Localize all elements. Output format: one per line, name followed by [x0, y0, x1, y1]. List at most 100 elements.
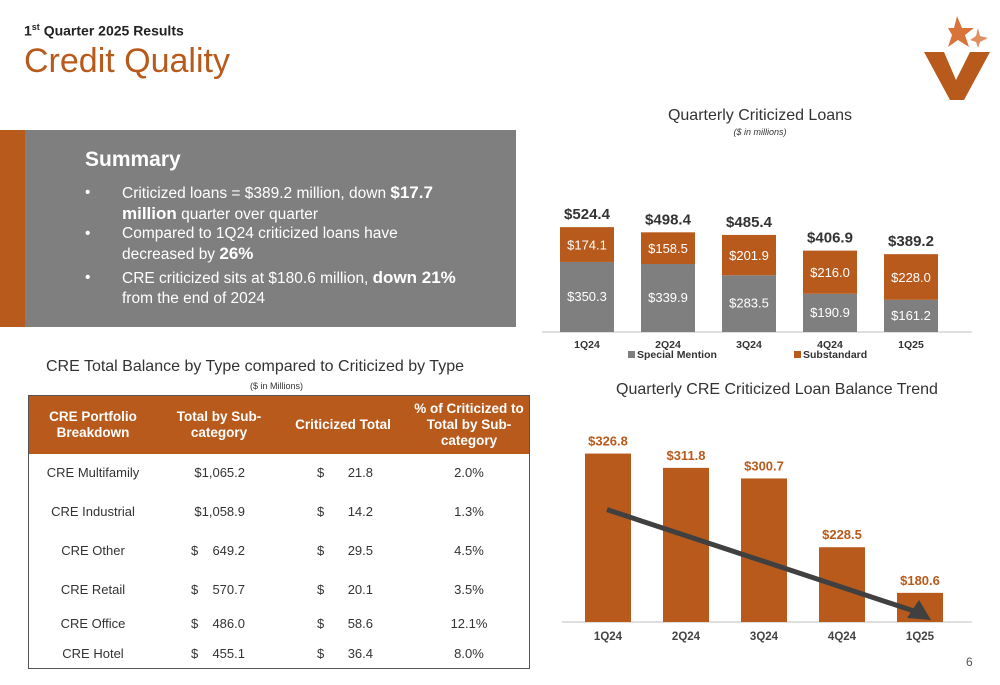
data-label: $326.8 — [588, 434, 628, 449]
tick-label: 2Q24 — [672, 631, 701, 643]
tick-label: 4Q24 — [817, 339, 843, 351]
bar-substandard — [884, 254, 938, 300]
data-label: $311.8 — [666, 448, 705, 463]
summary-box: Summary • Criticized loans = $389.2 mill… — [25, 130, 516, 327]
bar-special-mention — [641, 264, 695, 332]
cell-total-currency: $ — [191, 582, 199, 597]
cell-pct: 8.0% — [454, 646, 484, 661]
legend-label: Substandard — [803, 349, 867, 361]
data-label-substandard: $216.0 — [810, 265, 850, 280]
bar-special-mention — [722, 275, 776, 332]
data-label: $300.7 — [744, 458, 784, 473]
summary-heading: Summary — [85, 148, 181, 171]
header-criticized: Criticized Total — [295, 417, 391, 432]
tick-label: 1Q25 — [898, 339, 924, 351]
cell-pct: 1.3% — [454, 504, 484, 519]
legend-swatch-substandard — [794, 351, 801, 358]
table-header: CRE Portfolio Breakdown Total by Sub-cat… — [29, 396, 529, 454]
total-label: $485.4 — [726, 214, 773, 231]
data-label-special-mention: $161.2 — [891, 308, 931, 323]
cell-criticized: 14.2 — [347, 504, 373, 519]
cell-total-currency: $ — [191, 616, 199, 631]
data-label-special-mention: $350.3 — [567, 289, 607, 304]
data-label-special-mention: $190.9 — [810, 305, 850, 320]
bar — [585, 453, 631, 622]
legend-swatch-special-mention — [628, 351, 635, 358]
cell-criticized-currency: $ — [317, 465, 325, 480]
cell-total: $1,065.2 — [194, 465, 245, 480]
trend-arrow-line — [606, 507, 918, 615]
cre-trend-chart: $326.8 1Q24 $311.8 2Q24 $300.7 3Q24 $228.5 4Q24… — [562, 434, 972, 643]
cell-type: CRE Office — [60, 616, 126, 631]
total-label: $406.9 — [807, 230, 853, 247]
cell-criticized-currency: $ — [317, 616, 325, 631]
cell-pct: 3.5% — [454, 582, 484, 597]
cell-total-currency: $ — [191, 646, 199, 661]
data-label: $180.6 — [900, 573, 940, 588]
cell-total: 649.2 — [212, 543, 245, 558]
trend-arrow-head-icon — [907, 600, 931, 620]
cell-pct: 4.5% — [454, 543, 484, 558]
cell-total: 486.0 — [212, 616, 245, 631]
data-label-substandard: $201.9 — [729, 248, 769, 263]
bar-substandard — [560, 227, 614, 262]
cell-pct: 12.1% — [450, 616, 488, 631]
cell-criticized: 20.1 — [347, 582, 373, 597]
slide-subtitle: 1st Quarter 2025 Results — [24, 22, 184, 39]
cell-criticized: 21.8 — [347, 465, 373, 480]
cell-criticized: 58.6 — [347, 616, 373, 631]
legend-label: Special Mention — [637, 349, 717, 361]
header-breakdown: CRE Portfolio Breakdown — [49, 409, 137, 440]
total-label: $389.2 — [888, 233, 934, 250]
bar — [663, 467, 709, 622]
tick-label: 4Q24 — [828, 631, 857, 643]
cre-table-title: CRE Total Balance by Type compared to Cr… — [46, 358, 464, 375]
tick-label: 1Q25 — [906, 631, 935, 643]
cre-table-note: ($ in Millions) — [250, 381, 304, 391]
total-label: $524.4 — [564, 206, 611, 223]
data-label-substandard: $158.5 — [648, 241, 688, 256]
cell-total: 455.1 — [212, 646, 245, 661]
data-label: $228.5 — [822, 527, 862, 542]
header-pct: % of Criticized to Total by Sub-category — [414, 401, 524, 448]
bar-special-mention — [803, 293, 857, 332]
cell-criticized-currency: $ — [317, 582, 325, 597]
bar-special-mention — [560, 261, 614, 332]
cell-type: CRE Industrial — [51, 504, 135, 519]
cell-criticized-currency: $ — [317, 543, 325, 558]
cell-criticized: 29.5 — [347, 543, 373, 558]
slide-title: Credit Quality — [24, 42, 230, 80]
cre-table: CRE Portfolio Breakdown Total by Sub-cat… — [28, 395, 530, 669]
header-total: Total by Sub-category — [176, 409, 262, 440]
tick-label: 2Q24 — [655, 339, 681, 351]
chart1-subtitle: ($ in millions) — [733, 127, 787, 137]
chart2-title: Quarterly CRE Criticized Loan Balance Tr… — [616, 381, 938, 398]
cell-type: CRE Hotel — [62, 646, 124, 661]
total-label: $498.4 — [645, 211, 692, 228]
data-label-substandard: $228.0 — [891, 270, 931, 285]
tick-label: 1Q24 — [594, 631, 623, 643]
chart1-title: Quarterly Criticized Loans — [667, 107, 853, 124]
tick-label: 1Q24 — [574, 339, 600, 351]
data-label-special-mention: $339.9 — [648, 290, 688, 305]
cell-type: CRE Multifamily — [46, 465, 140, 480]
cell-total: 570.7 — [212, 582, 245, 597]
data-label-special-mention: $283.5 — [729, 296, 769, 311]
tick-label: 3Q24 — [750, 631, 779, 643]
company-logo-icon — [924, 16, 990, 100]
cell-criticized: 36.4 — [347, 646, 373, 661]
bar-substandard — [722, 234, 776, 276]
bar-special-mention — [884, 299, 938, 332]
summary-accent-bar — [0, 130, 25, 327]
bar — [741, 478, 787, 622]
data-label-substandard: $174.1 — [567, 238, 607, 253]
bar-substandard — [641, 232, 695, 265]
bar-substandard — [803, 250, 857, 294]
cell-total-currency: $ — [191, 543, 199, 558]
cell-pct: 2.0% — [454, 465, 484, 480]
tick-label: 3Q24 — [736, 339, 762, 351]
cell-total: $1,058.9 — [194, 504, 245, 519]
cell-type: CRE Retail — [60, 582, 126, 597]
cell-criticized-currency: $ — [317, 504, 325, 519]
cell-type: CRE Other — [61, 543, 125, 558]
